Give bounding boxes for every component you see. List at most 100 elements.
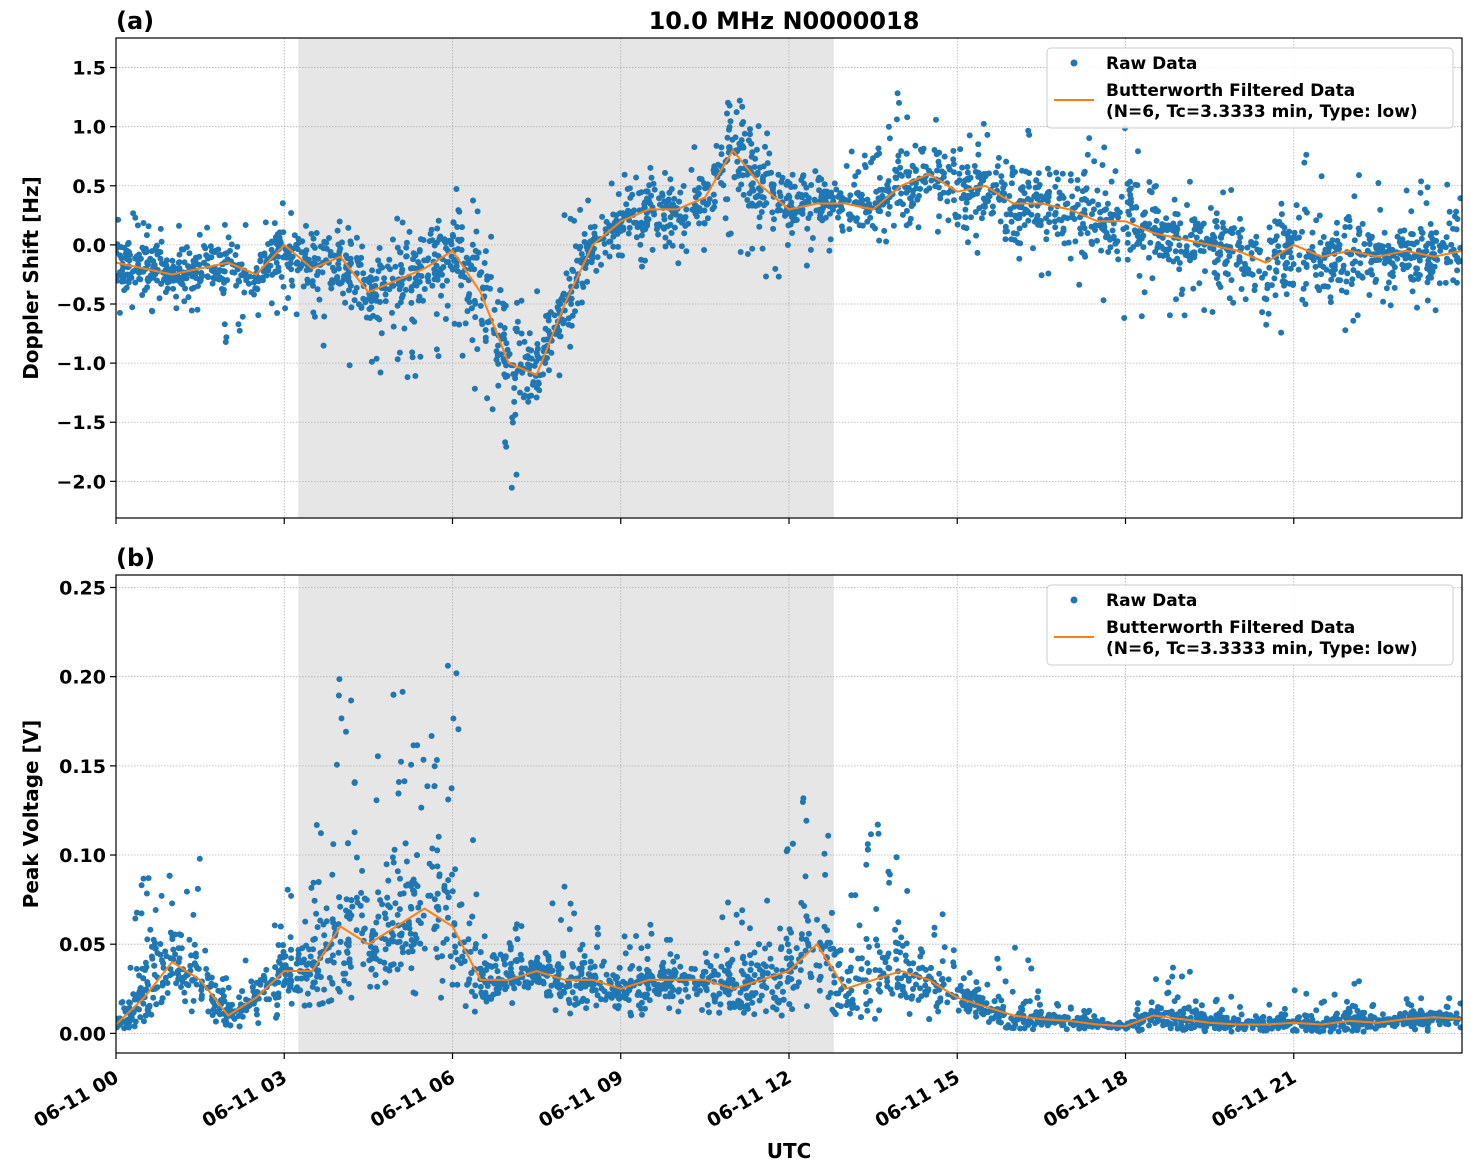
raw-point bbox=[1300, 259, 1307, 266]
raw-point bbox=[172, 265, 179, 272]
raw-point bbox=[255, 1020, 262, 1027]
raw-point bbox=[719, 914, 726, 921]
raw-point bbox=[469, 241, 476, 248]
raw-point bbox=[763, 200, 770, 207]
raw-point bbox=[398, 269, 405, 276]
raw-point bbox=[449, 981, 456, 988]
raw-point bbox=[913, 981, 919, 988]
raw-point bbox=[984, 131, 991, 138]
raw-point bbox=[789, 1006, 796, 1013]
raw-point bbox=[973, 979, 980, 986]
raw-point bbox=[1359, 274, 1366, 281]
raw-point bbox=[139, 292, 146, 298]
raw-point bbox=[1165, 989, 1172, 996]
raw-point bbox=[800, 795, 807, 802]
raw-point bbox=[1000, 184, 1007, 191]
raw-point bbox=[578, 299, 585, 306]
raw-point bbox=[941, 944, 948, 951]
raw-point bbox=[894, 90, 901, 97]
raw-data-series bbox=[116, 662, 1462, 1035]
raw-point bbox=[754, 171, 761, 178]
raw-point bbox=[1375, 249, 1382, 256]
raw-point bbox=[341, 960, 348, 967]
raw-point bbox=[822, 871, 829, 878]
raw-point bbox=[1237, 234, 1244, 241]
raw-point bbox=[587, 224, 594, 231]
raw-point bbox=[1418, 995, 1425, 1002]
raw-point bbox=[1364, 269, 1371, 276]
raw-point bbox=[1424, 1025, 1431, 1032]
raw-point bbox=[145, 1004, 152, 1010]
raw-point bbox=[734, 940, 741, 947]
raw-point bbox=[282, 305, 289, 312]
raw-point bbox=[377, 369, 384, 376]
raw-point bbox=[706, 196, 713, 203]
raw-point bbox=[334, 227, 341, 234]
raw-point bbox=[210, 268, 217, 275]
raw-point bbox=[241, 272, 248, 279]
raw-point bbox=[192, 256, 199, 263]
raw-point bbox=[993, 169, 999, 176]
raw-point bbox=[116, 216, 122, 223]
raw-point bbox=[412, 990, 419, 997]
raw-point bbox=[277, 967, 284, 973]
raw-point bbox=[449, 888, 456, 895]
raw-point bbox=[466, 291, 473, 297]
raw-point bbox=[775, 273, 782, 280]
raw-point bbox=[1414, 304, 1420, 311]
raw-point bbox=[1018, 204, 1025, 211]
raw-point bbox=[1364, 1024, 1371, 1030]
raw-point bbox=[824, 927, 831, 934]
raw-point bbox=[453, 262, 460, 269]
raw-point bbox=[1033, 177, 1040, 184]
raw-point bbox=[1151, 224, 1158, 231]
raw-point bbox=[610, 233, 617, 240]
raw-point bbox=[225, 234, 232, 241]
raw-point bbox=[803, 262, 810, 269]
raw-point bbox=[784, 941, 791, 948]
raw-point bbox=[466, 920, 473, 927]
raw-point bbox=[1299, 228, 1305, 235]
raw-point bbox=[1060, 227, 1067, 234]
raw-point bbox=[425, 272, 432, 279]
raw-point bbox=[294, 259, 301, 266]
raw-point bbox=[1097, 209, 1104, 216]
raw-point bbox=[944, 198, 951, 205]
raw-point bbox=[702, 968, 709, 975]
raw-point bbox=[1303, 1012, 1310, 1019]
raw-point bbox=[431, 242, 438, 249]
raw-point bbox=[639, 263, 645, 270]
raw-point bbox=[1025, 957, 1032, 964]
raw-point bbox=[285, 295, 292, 301]
raw-point bbox=[621, 171, 628, 178]
raw-point bbox=[283, 964, 289, 971]
raw-point bbox=[805, 942, 812, 949]
raw-point bbox=[162, 974, 169, 981]
raw-point bbox=[848, 148, 855, 155]
raw-point bbox=[718, 144, 725, 151]
raw-point bbox=[1084, 151, 1091, 158]
raw-point bbox=[855, 169, 862, 175]
raw-point bbox=[951, 197, 957, 204]
raw-point bbox=[868, 159, 874, 166]
raw-point bbox=[1138, 313, 1145, 320]
raw-point bbox=[1017, 185, 1024, 192]
raw-point bbox=[1289, 234, 1296, 241]
raw-point bbox=[668, 972, 675, 979]
raw-point bbox=[519, 369, 526, 376]
raw-point bbox=[1226, 253, 1233, 260]
raw-point bbox=[606, 238, 613, 245]
raw-point bbox=[216, 1011, 223, 1018]
raw-point bbox=[470, 197, 476, 204]
raw-point bbox=[403, 239, 410, 246]
raw-point bbox=[749, 202, 756, 209]
raw-point bbox=[976, 205, 983, 212]
raw-point bbox=[484, 319, 491, 326]
raw-point bbox=[1418, 235, 1425, 242]
raw-point bbox=[441, 887, 448, 894]
raw-point bbox=[458, 273, 464, 279]
raw-point bbox=[1351, 980, 1358, 987]
raw-point bbox=[482, 338, 489, 345]
raw-point bbox=[431, 763, 438, 770]
raw-point bbox=[1424, 279, 1431, 286]
